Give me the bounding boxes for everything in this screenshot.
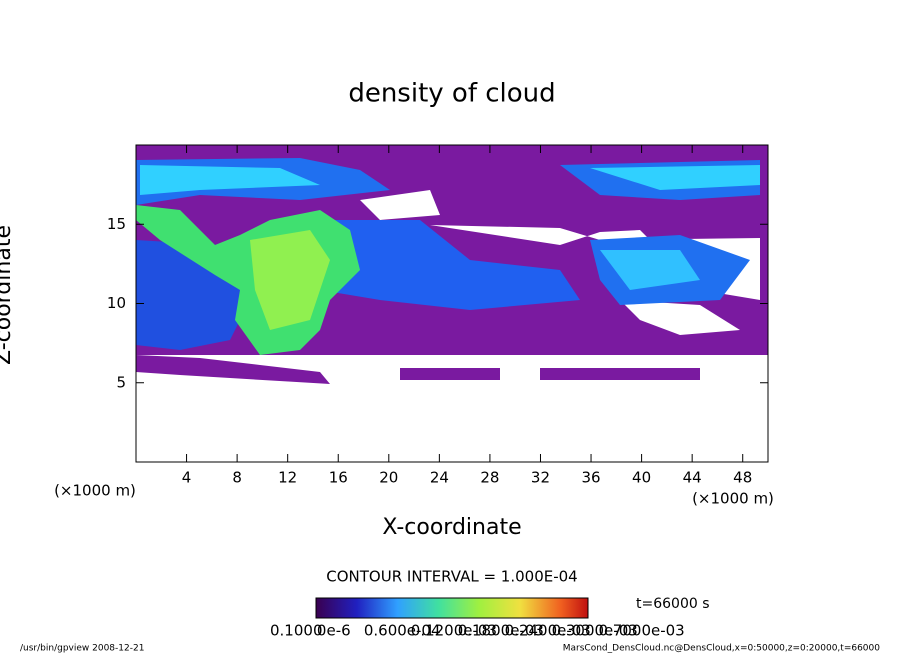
- colorbar-label: 0.3000e-03: [552, 622, 638, 640]
- footer: MarsCond_DensCloud.nc@DensCloud,x=0:5000…: [563, 644, 880, 654]
- colorbar-label: 0.1200e-03: [411, 622, 497, 640]
- colorbar-label: 0.2400e-03: [505, 622, 591, 640]
- x-tick-label: 8: [232, 469, 242, 487]
- y-tick-label: 5: [116, 373, 126, 391]
- x-tick-label: 36: [581, 469, 600, 487]
- colorbar-label: 0.1800e-03: [458, 622, 544, 640]
- field-gap: [620, 300, 740, 335]
- x-unit: (×1000 m): [54, 482, 136, 500]
- field-cyan: [590, 165, 760, 190]
- x-tick-label: 40: [632, 469, 651, 487]
- x-axis-label: X-coordinate: [382, 515, 521, 540]
- field-lightgreen: [250, 230, 330, 330]
- colorbar-label: 0e-6: [317, 622, 351, 640]
- x-tick-label: 24: [430, 469, 449, 487]
- colorbar-label: 0.7000e-03: [599, 622, 685, 640]
- x-tick-label: 48: [733, 469, 752, 487]
- field-blue: [300, 220, 580, 310]
- x-tick-label: 16: [329, 469, 348, 487]
- x-tick-label: 44: [683, 469, 702, 487]
- x-unit: (×1000 m): [692, 490, 774, 508]
- field-band: [136, 355, 330, 384]
- chart-title: density of cloud: [348, 79, 555, 109]
- x-tick-label: 12: [278, 469, 297, 487]
- time-label: t=66000 s: [636, 596, 710, 612]
- colorbar-label: 0.600e-04: [364, 622, 441, 640]
- field-cyan: [600, 250, 700, 290]
- y-tick-label: 10: [107, 294, 126, 312]
- y-axis-label: Z-coordinate: [0, 225, 16, 365]
- field-cyan: [140, 165, 320, 195]
- footer: /usr/bin/gpview 2008-12-21: [20, 644, 144, 654]
- field-band: [540, 368, 700, 380]
- colorbar-label: 0.1000: [270, 622, 323, 640]
- colorbar: [315, 597, 589, 619]
- x-tick-label: 32: [531, 469, 550, 487]
- y-tick-label: 15: [107, 215, 126, 233]
- density-field: [136, 145, 768, 384]
- x-tick-label: 20: [379, 469, 398, 487]
- x-tick-label: 4: [182, 469, 192, 487]
- field-gap: [360, 190, 440, 220]
- x-tick-label: 28: [480, 469, 499, 487]
- field-band: [400, 368, 500, 380]
- contour-interval: CONTOUR INTERVAL = 1.000E-04: [326, 568, 577, 586]
